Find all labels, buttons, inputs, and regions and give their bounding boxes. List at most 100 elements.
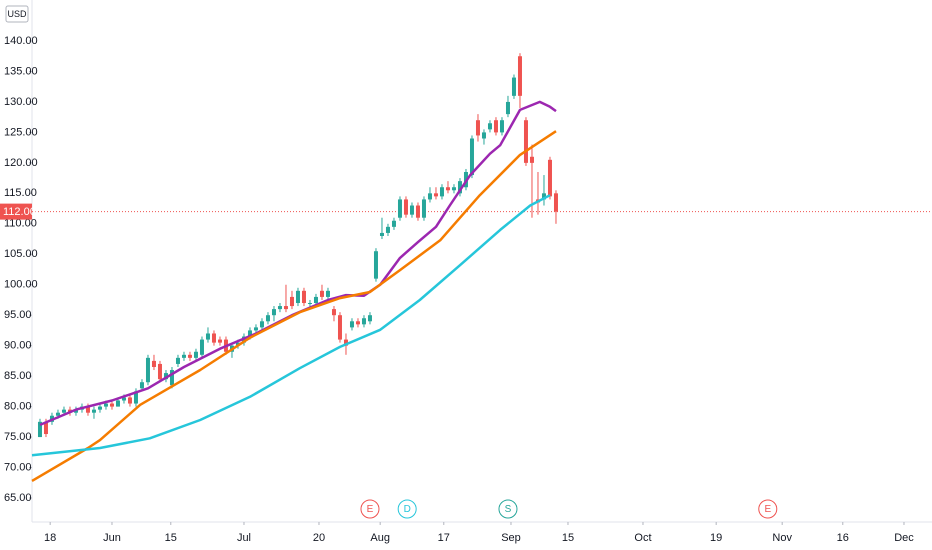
y-tick-label: 70.00	[4, 461, 32, 473]
candle-body	[37, 421, 42, 438]
y-tick-label: 120.00	[4, 157, 38, 169]
moving-average	[31, 194, 551, 457]
candle-body	[277, 306, 282, 310]
candle-body	[169, 370, 174, 386]
event-label: E	[367, 504, 374, 515]
currency-label: USD	[7, 9, 27, 19]
candle-body	[529, 156, 534, 163]
candle-body	[151, 360, 156, 367]
candle-body	[73, 409, 78, 413]
candle-body	[373, 251, 378, 279]
last-price-badge	[0, 203, 32, 220]
candle-body	[415, 205, 420, 218]
candle-body	[187, 354, 192, 358]
candle-body	[385, 226, 390, 233]
candle-body	[349, 321, 354, 328]
candles	[37, 53, 558, 438]
candle-body	[493, 120, 498, 133]
candle-body	[469, 138, 474, 176]
candle-body	[265, 315, 270, 322]
candle-body	[307, 303, 312, 305]
candle-body	[355, 321, 360, 325]
candle-body	[547, 159, 552, 197]
y-tick-label: 130.00	[4, 96, 38, 108]
x-tick-label: Nov	[772, 532, 792, 544]
candle-body	[259, 321, 264, 328]
candle-body	[145, 357, 150, 383]
candle-body	[253, 327, 258, 331]
x-tick-label: Oct	[634, 532, 651, 544]
candle-body	[379, 232, 384, 236]
candle-body	[457, 181, 462, 194]
candle-body	[499, 120, 504, 133]
y-tick-label: 100.00	[4, 279, 38, 291]
candle-body	[139, 382, 144, 389]
candle-body	[85, 406, 90, 413]
y-tick-label: 105.00	[4, 248, 38, 260]
candle-body	[181, 354, 186, 358]
candle-body	[325, 290, 330, 297]
candle-body	[295, 290, 300, 304]
candle-body	[97, 406, 102, 410]
candle-body	[301, 290, 306, 304]
candle-body	[445, 187, 450, 191]
candle-body	[103, 403, 108, 407]
event-marker	[360, 499, 380, 519]
candle-body	[427, 193, 432, 200]
x-tick-label: 16	[837, 532, 849, 544]
candle-body	[439, 187, 444, 197]
candle-body	[343, 339, 348, 346]
candle-body	[115, 400, 120, 407]
y-tick-label: 140.00	[4, 35, 38, 47]
candle-body	[205, 333, 210, 340]
event-label: D	[404, 504, 411, 515]
event-marker	[397, 499, 417, 519]
candle-body	[553, 193, 558, 212]
candle-body	[289, 296, 294, 307]
candle-body	[91, 409, 96, 413]
y-tick-label: 110.00	[4, 218, 37, 230]
moving-average	[31, 130, 557, 482]
x-tick-label: Aug	[370, 532, 390, 544]
candle-body	[505, 101, 510, 115]
candle-body	[175, 357, 180, 364]
candle-body	[523, 120, 528, 163]
candle-body	[397, 199, 402, 218]
candle-body	[481, 132, 486, 139]
candle-body	[247, 330, 252, 337]
y-tick-label: 65.00	[4, 492, 32, 504]
y-tick-label: 90.00	[4, 340, 32, 352]
candle-body	[361, 318, 366, 325]
y-tick-label: 80.00	[4, 401, 32, 413]
candle-body	[163, 373, 168, 380]
candle-body	[193, 351, 198, 358]
candle-body	[121, 397, 126, 401]
candle-body	[421, 199, 426, 218]
candle-body	[391, 220, 396, 227]
candle-body	[271, 309, 276, 316]
candle-body	[55, 412, 60, 416]
candle-body	[367, 315, 372, 322]
candle-body	[541, 193, 546, 200]
event-marker	[758, 499, 778, 519]
candle-body	[337, 315, 342, 340]
y-tick-label: 115.00	[4, 187, 37, 199]
x-tick-label: Dec	[894, 532, 914, 544]
candle-body	[511, 77, 516, 96]
x-tick-label: 20	[313, 532, 325, 544]
candle-body	[409, 205, 414, 215]
candle-body	[109, 403, 114, 407]
x-tick-label: Sep	[501, 532, 521, 544]
candle-body	[433, 193, 438, 197]
candle-body	[517, 56, 522, 96]
candle-body	[127, 397, 132, 404]
candle-body	[475, 120, 480, 136]
x-tick-label: 19	[710, 532, 722, 544]
candle-body	[319, 290, 324, 297]
y-tick-label: 75.00	[4, 431, 32, 443]
candle-body	[157, 363, 162, 380]
x-tick-label: Jul	[237, 532, 251, 544]
x-tick-label: 18	[44, 532, 56, 544]
